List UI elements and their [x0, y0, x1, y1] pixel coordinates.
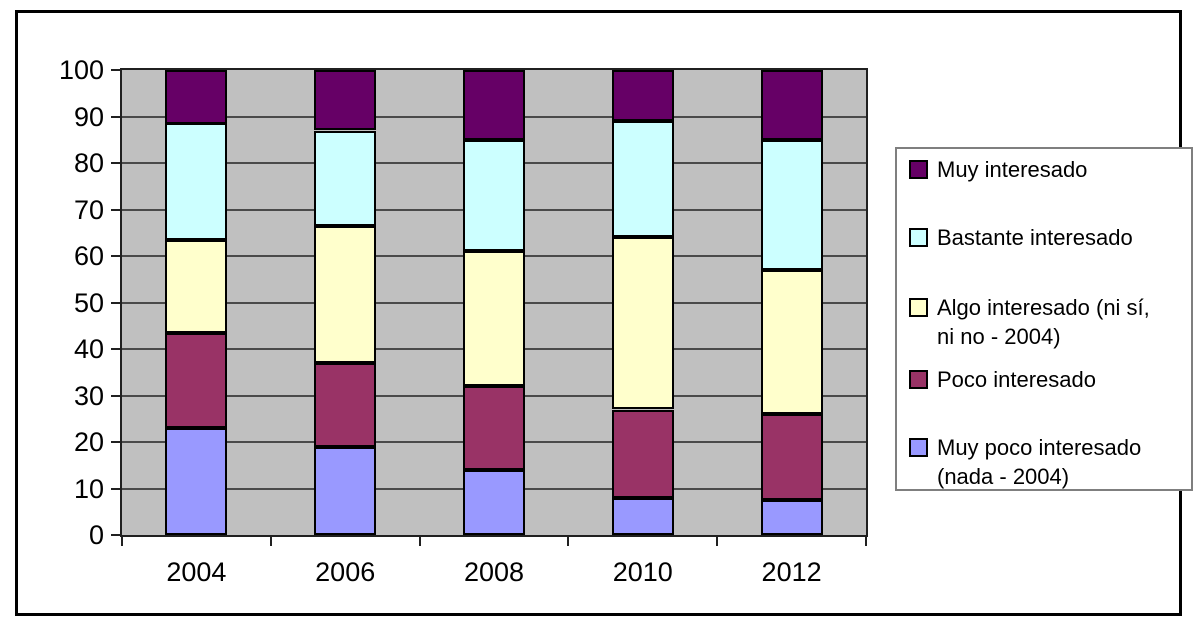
y-axis-tick	[111, 208, 120, 211]
x-axis-tick	[567, 537, 570, 546]
legend: Muy interesado Bastante interesado Algo in…	[895, 147, 1193, 491]
legend-swatch-icon	[909, 298, 928, 317]
y-axis-tick	[111, 487, 120, 490]
x-axis-tick	[418, 537, 421, 546]
stacked-bar-2012	[760, 69, 823, 535]
bar-segment-2012-algo-interesado-ni-s-ni-no-2004	[760, 269, 823, 415]
y-axis-tick-label-30: 30	[73, 380, 104, 411]
chart-outer-frame: 0 10 20 30 40 50 60 70 80 90 100 2004 2006 2008 2010 20…	[15, 10, 1193, 616]
bar-segment-2004-algo-interesado-ni-s-ni-no-2004	[165, 239, 228, 333]
y-axis-tick-label-100: 100	[58, 55, 104, 85]
x-axis-tick	[121, 537, 123, 546]
legend-swatch-icon	[909, 228, 928, 247]
bar-segment-2004-muy-poco-interesado-nada-2004	[165, 428, 228, 535]
legend-swatch-icon	[909, 370, 928, 389]
bar-segment-2004-poco-interesado	[165, 332, 228, 428]
x-axis-label-2008: 2008	[463, 557, 525, 587]
plot-area: 0 10 20 30 40 50 60 70 80 90 100 2004 2006 2008 2010 20…	[59, 55, 868, 587]
y-axis-tick	[111, 301, 120, 304]
bar-segment-2006-muy-interesado	[314, 69, 377, 131]
legend-label: Poco interesado	[937, 367, 1096, 392]
legend-item-muy-interesado: Muy interesado	[909, 155, 1187, 184]
legend-item-poco-interesado: Poco interesado	[909, 365, 1187, 394]
bar-segment-2006-poco-interesado	[314, 363, 377, 447]
bar-segment-2008-muy-poco-interesado-nada-2004	[463, 469, 525, 535]
legend-item-bastante-interesado: Bastante interesado	[909, 223, 1187, 252]
stacked-bar-2010	[611, 70, 674, 535]
x-axis-label-2012: 2012	[761, 557, 822, 587]
legend-label: Muy interesado	[937, 157, 1088, 182]
x-axis-label-2010: 2010	[612, 557, 673, 587]
y-axis-tick-label-0: 0	[88, 520, 104, 550]
y-axis-tick-label-80: 80	[73, 148, 104, 178]
y-axis-tick-label-20: 20	[73, 427, 104, 457]
y-axis-tick-label-60: 60	[73, 241, 104, 271]
bar-segment-2004-muy-interesado	[165, 70, 228, 124]
bar-segment-2008-algo-interesado-ni-s-ni-no-2004	[463, 251, 525, 387]
y-axis-tick	[111, 69, 120, 71]
bar-segment-2008-poco-interesado	[463, 386, 525, 470]
y-axis-tick-label-10: 10	[73, 473, 104, 504]
x-axis-tick	[716, 537, 719, 546]
y-axis-tick	[111, 441, 120, 443]
y-axis-tick-label-90: 90	[73, 101, 104, 132]
stacked-bar-2006	[314, 69, 377, 535]
y-axis-tick	[111, 534, 120, 536]
legend-label: Muy poco interesado (nada - 2004)	[937, 435, 1142, 489]
bar-segment-2012-poco-interesado	[760, 414, 823, 501]
legend-swatch-icon	[909, 160, 928, 179]
y-axis-tick	[111, 348, 120, 350]
bar-segment-2012-bastante-interesado	[760, 139, 823, 270]
bar-segment-2008-bastante-interesado	[463, 139, 525, 252]
legend-item-muy-poco-interesado: Muy poco interesado (nada - 2004)	[909, 433, 1187, 491]
bar-segment-2006-algo-interesado-ni-s-ni-no-2004	[314, 225, 377, 363]
y-axis-tick	[111, 394, 120, 397]
bar-segment-2010-bastante-interesado	[611, 121, 674, 238]
y-axis-tick	[111, 162, 120, 164]
legend-label: Bastante interesado	[937, 225, 1133, 250]
y-axis-tick-label-50: 50	[73, 287, 104, 318]
legend-item-algo-interesado-ni-s: Algo interesado (ni sí, ni no - 2004)	[909, 293, 1187, 351]
x-axis-label-2006: 2006	[315, 557, 376, 587]
y-axis-tick	[111, 115, 120, 118]
bar-segment-2010-muy-poco-interesado-nada-2004	[611, 497, 674, 535]
bar-segment-2006-muy-poco-interesado-nada-2004	[314, 446, 377, 535]
bar-segment-2008-muy-interesado	[463, 69, 525, 140]
stacked-bar-2004	[165, 70, 228, 535]
x-axis-tick	[865, 537, 867, 546]
y-axis-tick-label-70: 70	[73, 194, 104, 225]
stacked-bar-2008	[463, 69, 525, 535]
bar-segment-2010-algo-interesado-ni-s-ni-no-2004	[611, 237, 674, 410]
x-axis-tick	[269, 537, 272, 546]
x-axis-label-2004: 2004	[166, 557, 227, 587]
bar-segment-2004-bastante-interesado	[165, 123, 228, 240]
legend-label: Algo interesado (ni sí, ni no - 2004)	[937, 295, 1150, 349]
bar-segment-2010-muy-interesado	[611, 70, 674, 122]
legend-swatch-icon	[909, 438, 928, 457]
bar-segment-2010-poco-interesado	[611, 409, 674, 498]
y-axis-tick	[111, 255, 120, 257]
bar-segment-2012-muy-interesado	[760, 69, 823, 140]
bar-segment-2006-bastante-interesado	[314, 130, 377, 226]
bar-segment-2012-muy-poco-interesado-nada-2004	[760, 500, 823, 535]
y-axis-tick-label-40: 40	[73, 334, 104, 364]
